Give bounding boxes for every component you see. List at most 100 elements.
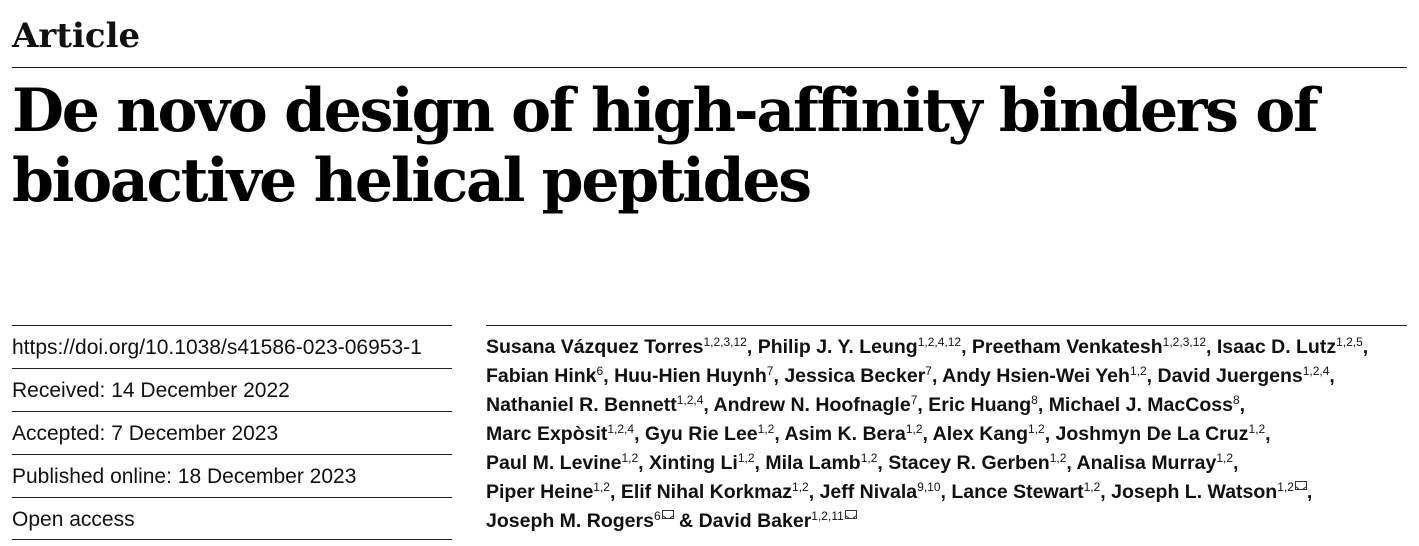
author-name[interactable]: Stacey R. Gerben1,2 [888,451,1067,474]
author-name[interactable]: Joseph L. Watson1,2 [1111,480,1307,503]
author-separator: , [634,423,645,445]
author-name-text: Jeff Nivala [819,481,918,503]
author-name-text: Michael J. MacCoss [1048,394,1233,416]
accepted-date: Accepted: 7 December 2023 [12,411,452,454]
affiliation-superscript: 1,2 [593,480,610,494]
doi-link[interactable]: https://doi.org/10.1038/s41586-023-06953… [12,325,452,368]
author-name[interactable]: Fabian Hink6 [486,364,604,387]
author-name-text: Susana Vázquez Torres [486,336,704,358]
author-name[interactable]: Michael J. MacCoss8 [1048,393,1240,416]
author-name[interactable]: Alex Kang1,2 [932,422,1045,445]
author-name[interactable]: Elif Nihal Korkmaz1,2 [620,480,809,503]
author-separator: , [1044,423,1056,445]
received-date: Received: 14 December 2022 [12,368,452,411]
author-line: Susana Vázquez Torres1,2,3,12, Philip J.… [486,333,1407,362]
author-separator: , [1362,336,1369,358]
author-line: Piper Heine1,2, Elif Nihal Korkmaz1,2, J… [486,478,1407,507]
author-name[interactable]: Andy Hsien-Wei Yeh1,2 [942,364,1147,387]
author-name-text: Stacey R. Gerben [888,452,1050,474]
author-name-text: Analisa Murray [1076,452,1217,474]
author-name-text: Joseph L. Watson [1111,481,1278,503]
author-name[interactable]: Susana Vázquez Torres1,2,3,12 [486,335,747,358]
author-name-text: David Baker [698,510,812,532]
author-name[interactable]: Analisa Murray1,2 [1076,451,1234,474]
author-name[interactable]: Mila Lamb1,2 [765,451,877,474]
author-name-text: Huu-Hien Huynh [614,365,767,387]
author-line: Nathaniel R. Bennett1,2,4, Andrew N. Hoo… [486,391,1407,420]
author-name-text: Andy Hsien-Wei Yeh [942,365,1130,387]
author-name[interactable]: Isaac D. Lutz1,2,5 [1217,335,1363,358]
author-line: Marc Expòsit1,2,4, Gyu Rie Lee1,2, Asim … [486,420,1407,449]
affiliation-superscript: 1,2,4 [676,393,704,407]
author-line: Paul M. Levine1,2, Xinting Li1,2, Mila L… [486,449,1407,478]
author-name[interactable]: Marc Expòsit1,2,4 [486,422,634,445]
author-name-text: Marc Expòsit [486,423,608,445]
author-name-text: Andrew N. Hoofnagle [713,394,911,416]
author-line: Joseph M. Rogers6 & David Baker1,2,11 [486,507,1407,536]
affiliation-superscript: 1,2 [1216,451,1234,465]
author-name-text: Eric Huang [928,394,1032,416]
affiliation-superscript: 9,10 [917,480,941,494]
author-name[interactable]: David Juergens1,2,4 [1157,364,1329,387]
affiliation-superscript: 1,2 [1049,451,1067,465]
envelope-icon[interactable] [844,510,857,519]
author-name-text: Preetham Venkatesh [971,336,1163,358]
affiliation-superscript: 6 [596,364,604,378]
author-separator: , [922,423,933,445]
author-line: Fabian Hink6, Huu-Hien Huynh7, Jessica B… [486,362,1407,391]
author-name[interactable]: Jeff Nivala9,10 [819,480,941,503]
author-name-text: Xinting Li [648,452,738,474]
envelope-icon[interactable] [1294,481,1307,490]
affiliation-superscript: 7 [766,364,774,378]
author-separator: , [603,365,615,387]
author-name[interactable]: Paul M. Levine1,2 [486,451,638,474]
author-name[interactable]: Gyu Rie Lee1,2 [645,422,774,445]
author-name[interactable]: Nathaniel R. Bennett1,2,4 [486,393,704,416]
author-name[interactable]: Eric Huang8 [928,393,1038,416]
author-separator: , [877,452,889,474]
author-separator: , [1239,394,1246,416]
author-name-text: Piper Heine [486,481,594,503]
author-separator: , [1233,452,1239,474]
author-name[interactable]: Jessica Becker7 [784,364,932,387]
author-name-text: Fabian Hink [486,365,597,387]
affiliation-superscript: 1,2 [1028,422,1045,436]
author-name[interactable]: Andrew N. Hoofnagle7 [713,393,918,416]
author-name-text: David Juergens [1157,365,1303,387]
author-name-text: Mila Lamb [765,452,861,474]
author-separator: , [1206,336,1217,358]
author-separator: , [917,394,929,416]
affiliation-superscript: 7 [925,364,932,378]
author-separator: , [703,394,714,416]
affiliation-superscript: 1,2,3,12 [703,335,747,349]
author-separator: , [961,336,972,358]
authors-divider [486,325,1407,326]
author-separator: , [1100,481,1112,503]
author-separator: , [754,452,766,474]
author-separator: , [773,365,785,387]
affiliation-superscript: 1,2 [1083,480,1101,494]
author-name-text: Elif Nihal Korkmaz [620,481,793,503]
author-name[interactable]: Huu-Hien Huynh7 [614,364,774,387]
affiliation-superscript: 1,2,3,12 [1162,335,1207,349]
author-list: Susana Vázquez Torres1,2,3,12, Philip J.… [486,333,1407,536]
affiliation-superscript: 1,2 [1248,422,1266,436]
author-name[interactable]: Joseph M. Rogers6 [486,509,674,532]
affiliation-superscript: 8 [1031,393,1038,407]
author-name-text: Paul M. Levine [486,452,622,474]
envelope-icon[interactable] [661,510,674,519]
author-name[interactable]: Asim K. Bera1,2 [784,422,923,445]
author-name-text: Asim K. Bera [784,423,906,445]
author-name[interactable]: Preetham Venkatesh1,2,3,12 [971,335,1207,358]
affiliation-superscript: 1,2,4,12 [917,335,962,349]
affiliation-superscript: 1,2 [1129,364,1147,378]
author-name[interactable]: Piper Heine1,2 [486,480,610,503]
author-name-text: Alex Kang [932,423,1029,445]
author-name[interactable]: Philip J. Y. Leung1,2,4,12 [758,335,962,358]
affiliation-superscript: 1,2 [905,422,923,436]
author-name[interactable]: Lance Stewart1,2 [951,480,1101,503]
author-name[interactable]: Xinting Li1,2 [648,451,755,474]
author-name[interactable]: Joshmyn De La Cruz1,2 [1056,422,1266,445]
author-name[interactable]: David Baker1,2,11 [698,509,857,532]
author-separator: , [746,336,758,358]
